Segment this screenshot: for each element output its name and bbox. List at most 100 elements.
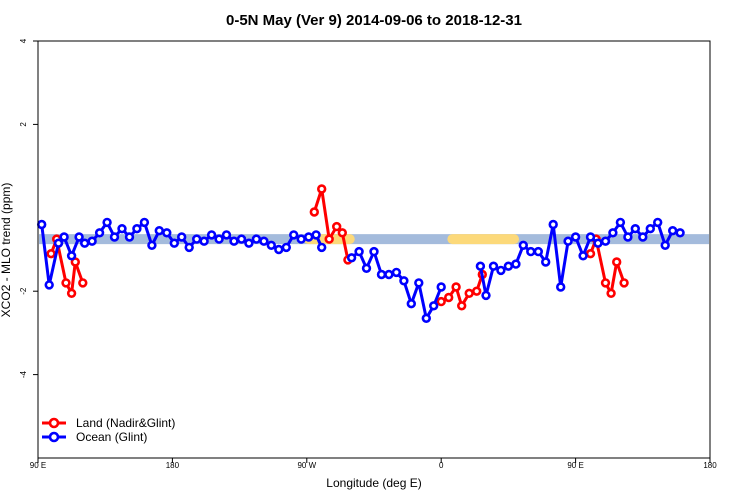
data-point (311, 230, 321, 240)
data-point (117, 224, 127, 234)
data-point (66, 288, 77, 298)
data-point (259, 236, 269, 246)
data-point (578, 251, 588, 261)
data-point (444, 292, 454, 303)
data-point (526, 246, 536, 257)
data-point (472, 286, 482, 296)
data-point (46, 249, 56, 259)
data-point (289, 230, 299, 240)
data-point (518, 240, 528, 251)
data-point (309, 207, 319, 217)
x-tick-label: 90 W (297, 461, 316, 470)
data-point (251, 234, 262, 244)
data-point (496, 265, 506, 276)
data-point (555, 282, 566, 292)
x-tick-label: 0 (439, 461, 444, 470)
data-point (652, 217, 663, 228)
data-point (317, 184, 327, 194)
y-tick-label: -2 (19, 287, 28, 295)
x-tick-label: 180 (166, 461, 180, 470)
x-axis-label: Longitude (deg E) (326, 476, 421, 490)
data-point (475, 261, 486, 271)
y-tick-label: 2 (19, 122, 28, 127)
data-point (429, 301, 439, 311)
data-point (94, 228, 105, 238)
data-point (361, 263, 372, 273)
data-point (79, 238, 90, 248)
data-point (503, 261, 514, 271)
data-point (376, 269, 387, 280)
data-point (192, 234, 202, 244)
data-point (229, 236, 239, 246)
data-point (600, 236, 611, 246)
data-point (608, 228, 618, 238)
data-point (593, 238, 603, 248)
data-point (570, 232, 581, 242)
data-point (124, 232, 135, 242)
data-point (623, 232, 633, 242)
data-point (244, 238, 254, 248)
data-point (399, 276, 409, 286)
data-point (548, 219, 558, 230)
legend-item: Land (Nadir&Glint) (42, 416, 175, 430)
data-point (611, 257, 622, 267)
data-point (638, 232, 648, 242)
data-point (87, 236, 97, 246)
data-point (66, 251, 77, 261)
y-tick-label: -4 (19, 370, 28, 378)
data-point (44, 280, 54, 290)
legend: Land (Nadir&Glint)Ocean (Glint) (42, 416, 175, 444)
data-point (414, 278, 424, 288)
data-point (199, 236, 209, 246)
plot-frame (37, 40, 711, 459)
x-tick-label: 90 E (567, 461, 583, 470)
data-point (59, 232, 69, 242)
data-point (236, 234, 247, 244)
data-point (391, 267, 402, 278)
data-point (488, 261, 499, 271)
data-point (675, 228, 685, 238)
x-tick-label: 90 E (30, 461, 46, 470)
data-point (162, 228, 172, 238)
data-point (464, 288, 474, 298)
data-point (511, 259, 521, 269)
data-point (296, 234, 306, 244)
data-point (109, 232, 120, 242)
data-point (304, 232, 314, 242)
data-point (324, 234, 334, 244)
data-point (384, 269, 394, 280)
x-axis: 90 E 180 90 W 0 90 E 180 (30, 458, 717, 470)
data-point (317, 242, 327, 253)
data-point (421, 313, 431, 323)
data-point (266, 240, 276, 251)
data-point (660, 240, 670, 251)
data-point (533, 246, 543, 257)
data-point (61, 278, 71, 288)
data-point (606, 288, 616, 298)
data-point (132, 224, 142, 234)
data-point (346, 253, 357, 263)
chart-title: 0-5N May (Ver 9) 2014-09-06 to 2018-12-3… (226, 12, 522, 29)
legend-label: Land (Nadir&Glint) (76, 416, 175, 430)
data-point (667, 226, 678, 236)
data-point (615, 217, 626, 228)
data-point (53, 238, 64, 248)
data-point (436, 296, 446, 307)
legend-item: Ocean (Glint) (42, 430, 147, 444)
data-point (154, 226, 165, 236)
data-point (274, 244, 284, 255)
data-point (102, 217, 112, 228)
data-point (332, 221, 342, 232)
y-tick-label: 4 (19, 38, 28, 43)
legend-swatch-marker (48, 431, 60, 443)
data-point (585, 249, 596, 259)
data-point (74, 232, 84, 242)
data-point (139, 217, 150, 228)
data-point (281, 242, 291, 253)
data-point (630, 224, 640, 234)
data-point (563, 236, 573, 246)
data-point (369, 246, 379, 257)
y-axis: 4 2 -2 -4 (19, 38, 38, 378)
data-point (36, 219, 47, 230)
